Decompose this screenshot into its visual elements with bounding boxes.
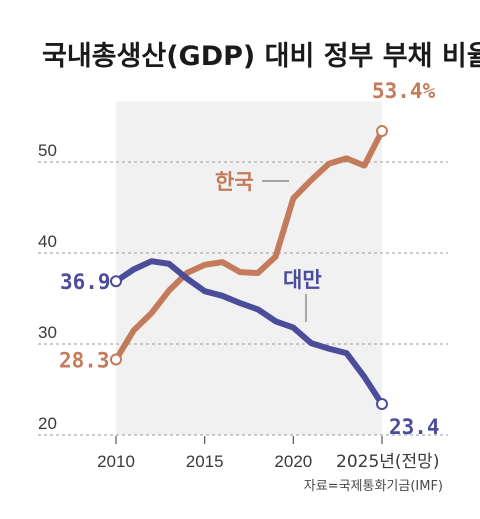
end-label-korea: 53.4% bbox=[372, 79, 436, 103]
marker-taiwan-2025 bbox=[376, 398, 388, 411]
y-tick-label-50: 50 bbox=[38, 141, 57, 160]
marker-taiwan-2010 bbox=[110, 275, 122, 288]
series-name-korea: 한국 bbox=[215, 170, 254, 194]
y-tick-label-30: 30 bbox=[38, 323, 57, 342]
data-labels: 28.3 53.4% 한국 36.9 23.4 대만 bbox=[59, 79, 440, 439]
series-name-taiwan: 대만 bbox=[283, 268, 322, 292]
shaded-region bbox=[116, 101, 382, 436]
shaded-area bbox=[116, 101, 382, 436]
start-label-korea: 28.3 bbox=[59, 348, 110, 372]
y-tick-label-40: 40 bbox=[38, 232, 57, 251]
y-axis-ticks: 20 30 40 50 bbox=[38, 141, 57, 433]
x-axis-ticks: 2010 2015 2020 2025년(전망) bbox=[97, 436, 439, 472]
series-line-korea bbox=[113, 128, 385, 363]
start-label-taiwan: 36.9 bbox=[60, 270, 111, 294]
y-tick-label-20: 20 bbox=[38, 414, 57, 433]
series-line-taiwan bbox=[113, 258, 385, 408]
gridlines bbox=[38, 161, 448, 436]
marker-korea-2025 bbox=[376, 125, 388, 138]
marker-korea-2010 bbox=[110, 353, 122, 366]
x-tick-label-2020: 2020 bbox=[274, 452, 312, 471]
chart-title: 국내총생산(GDP) 대비 정부 부채 비율 bbox=[42, 41, 480, 72]
source-note: 자료=국제통화기금(IMF) bbox=[304, 479, 443, 494]
x-tick-label-2025: 2025년(전망) bbox=[336, 452, 439, 472]
end-label-taiwan: 23.4 bbox=[389, 415, 440, 439]
x-tick-label-2015: 2015 bbox=[186, 452, 224, 471]
x-tick-label-2010: 2010 bbox=[97, 452, 135, 471]
series-lines bbox=[110, 125, 388, 411]
